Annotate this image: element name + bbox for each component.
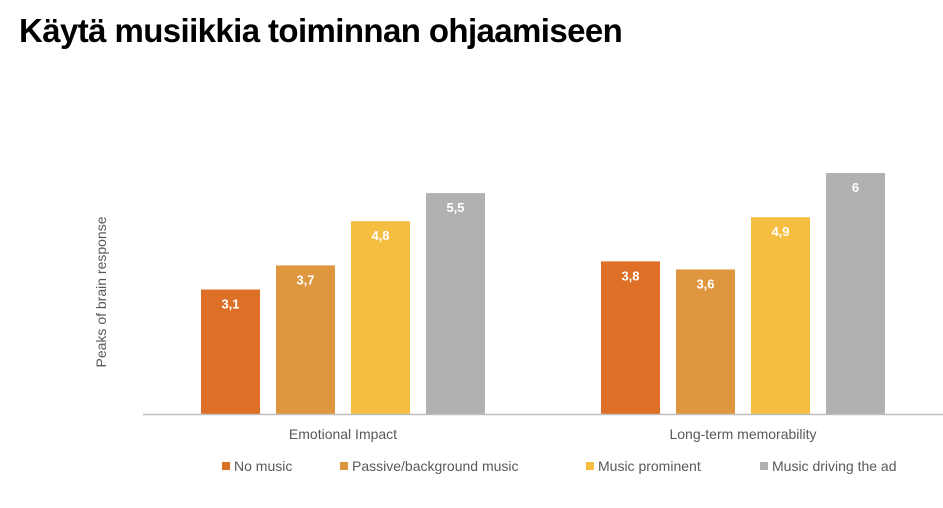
legend-swatch-no-music	[222, 462, 230, 470]
data-labels: 3,1 3,7 4,8 5,5 3,8 3,6 4,9 6	[221, 180, 859, 311]
data-label-no-music-long-term-memorability: 3,8	[621, 268, 639, 283]
data-label-passive-background-music-emotional-impact: 3,7	[296, 272, 314, 287]
data-label-music-prominent-long-term-memorability: 4,9	[771, 224, 789, 239]
data-label-music-driving-the-ad-emotional-impact: 5,5	[446, 200, 464, 215]
x-tick-labels: Emotional Impact Long-term memorability	[289, 426, 817, 442]
bar-music-prominent-long-term-memorability	[751, 217, 810, 414]
bar-no-music-long-term-memorability	[601, 261, 660, 414]
legend-swatch-music-prominent	[586, 462, 594, 470]
bar-passive-background-music-long-term-memorability	[676, 269, 735, 414]
x-tick-label-long-term-memorability: Long-term memorability	[669, 426, 816, 442]
data-label-passive-background-music-long-term-memorability: 3,6	[696, 276, 714, 291]
data-label-music-driving-the-ad-long-term-memorability: 6	[852, 180, 859, 195]
legend: No music Passive/background music Music pr…	[222, 458, 897, 474]
bar-no-music-emotional-impact	[201, 289, 260, 414]
chart-bars	[201, 173, 885, 414]
y-axis-label: Peaks of brain response	[93, 216, 109, 367]
legend-label-music-driving-the-ad: Music driving the ad	[772, 458, 897, 474]
page-title: Käytä musiikkia toiminnan ohjaamiseen	[19, 12, 623, 49]
legend-label-music-prominent: Music prominent	[598, 458, 701, 474]
legend-label-no-music: No music	[234, 458, 292, 474]
bar-passive-background-music-emotional-impact	[276, 265, 335, 414]
data-label-music-prominent-emotional-impact: 4,8	[371, 228, 389, 243]
data-label-no-music-emotional-impact: 3,1	[221, 297, 239, 312]
legend-label-passive-background-music: Passive/background music	[352, 458, 519, 474]
legend-swatch-passive-background-music	[340, 462, 348, 470]
bar-music-driving-the-ad-emotional-impact	[426, 193, 485, 414]
x-tick-label-emotional-impact: Emotional Impact	[289, 426, 397, 442]
bar-music-driving-the-ad-long-term-memorability	[826, 173, 885, 414]
legend-swatch-music-driving-the-ad	[760, 462, 768, 470]
bar-music-prominent-emotional-impact	[351, 221, 410, 414]
